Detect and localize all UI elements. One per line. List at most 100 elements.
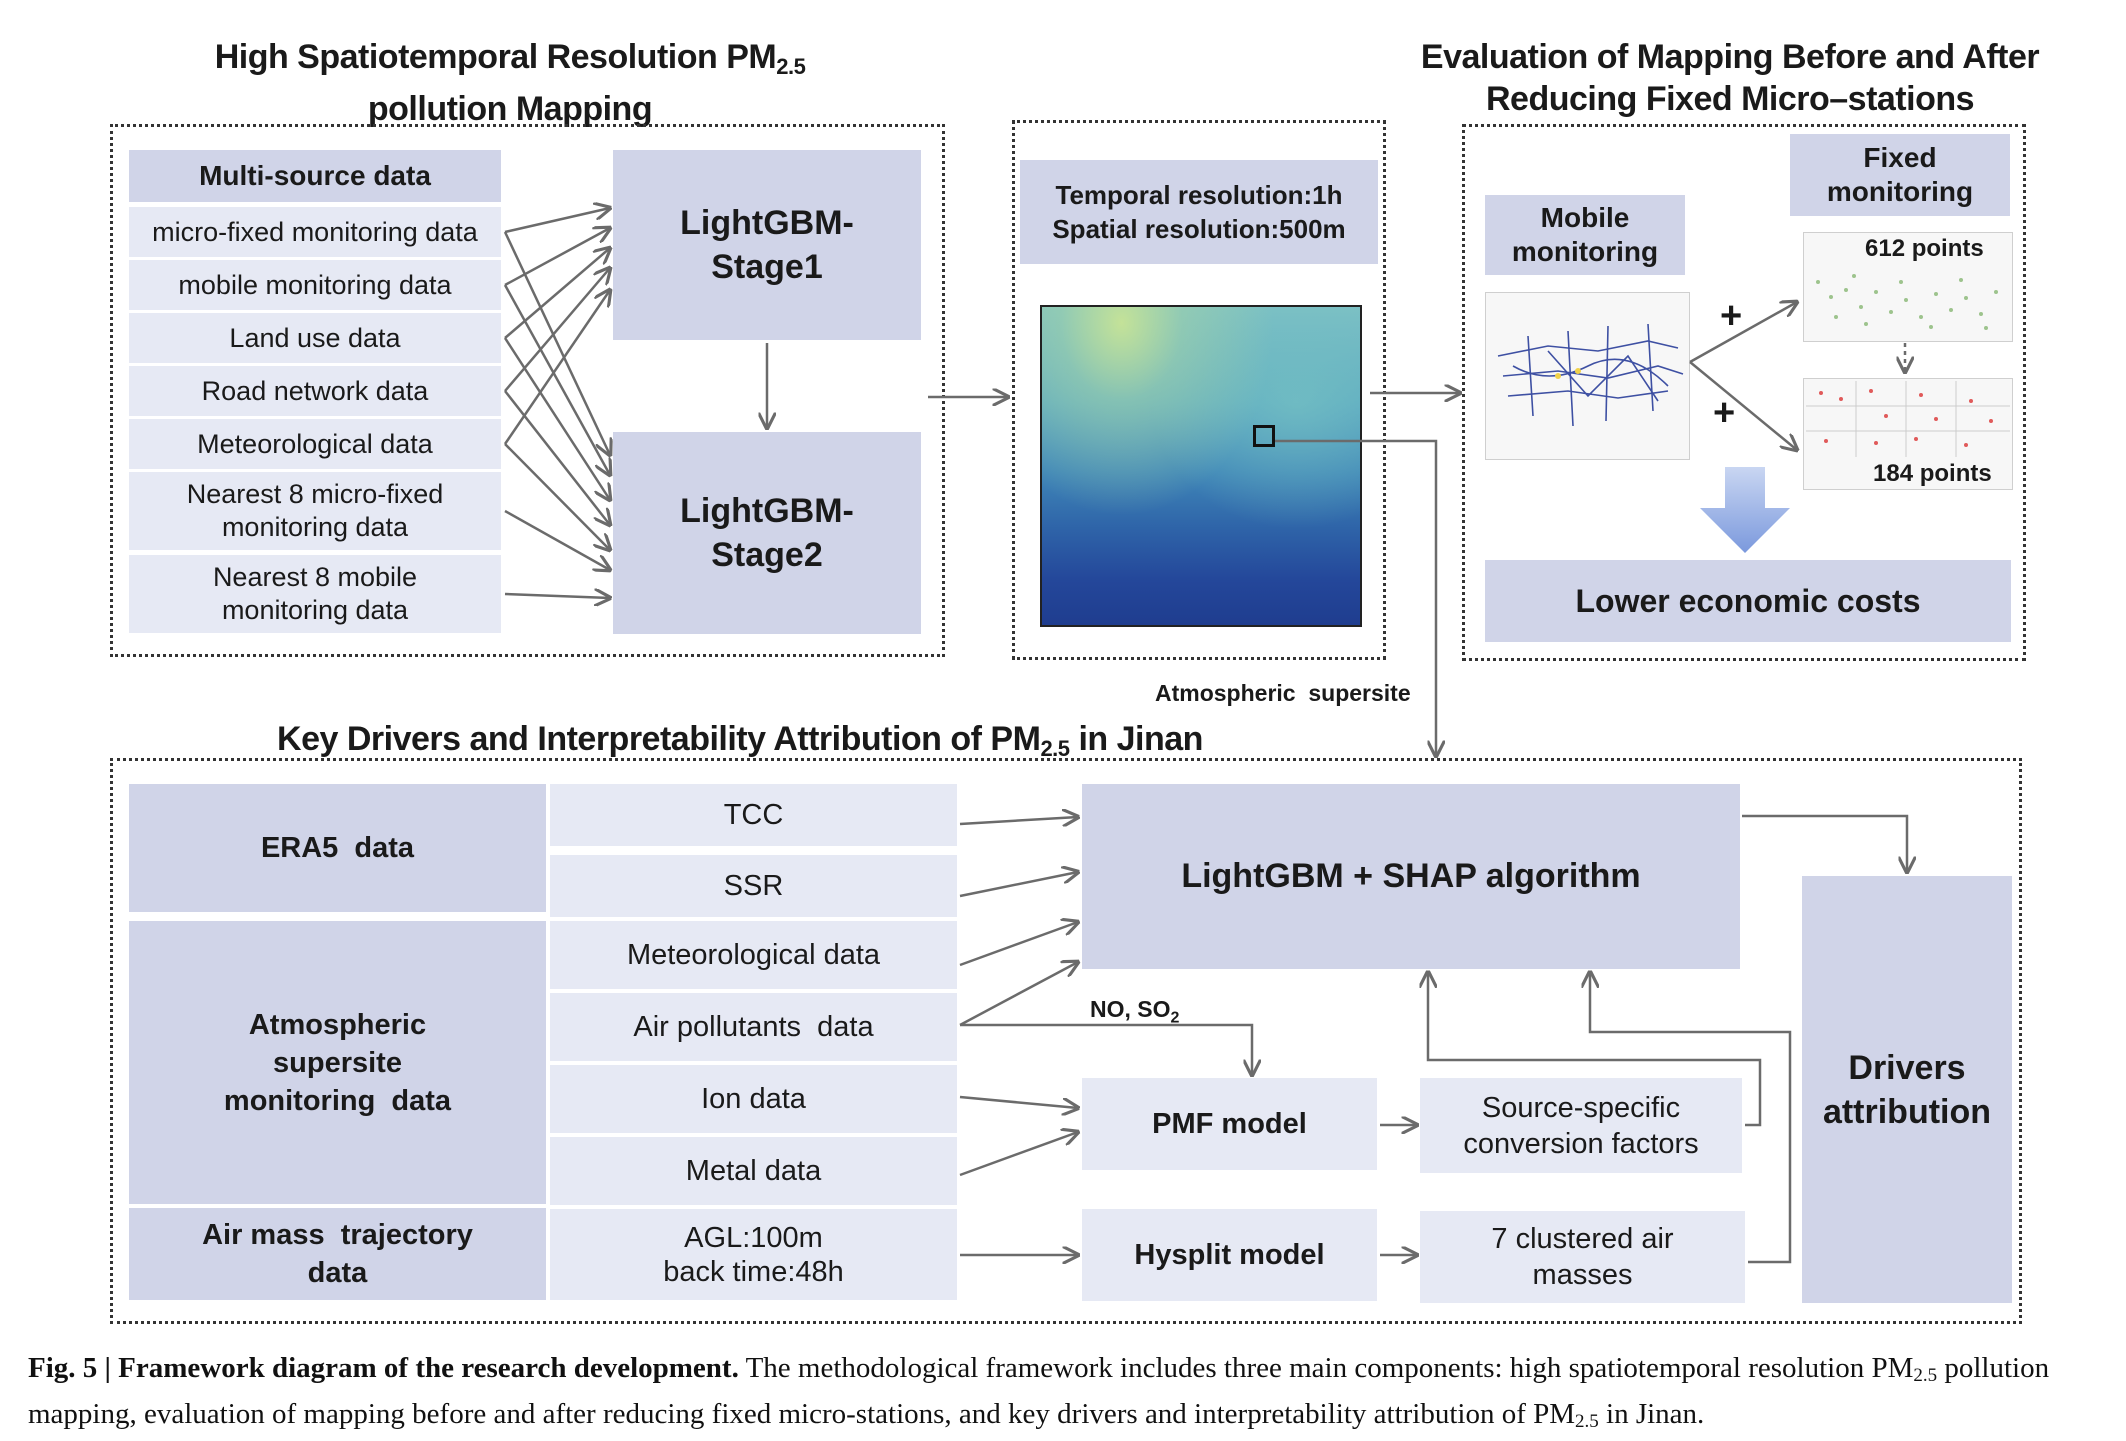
arrow-in-1a (504, 208, 610, 234)
list-item: Road network data (129, 366, 501, 416)
drivers-title-prefix: Key Drivers and Interpretability Attribu… (277, 720, 1041, 758)
list-item: Meteorological data (129, 419, 501, 469)
stage1-label: LightGBM-Stage1 (680, 204, 854, 286)
arrow-to-184 (1689, 361, 1797, 450)
resolution-box: Temporal resolution:1h Spatial resolutio… (1020, 160, 1378, 264)
list-item-label: Nearest 8 mobile monitoring data (212, 562, 418, 625)
arrow-factors-shap (1428, 972, 1762, 1127)
list-item: Land use data (129, 313, 501, 363)
supersite-label: Atmospheric supersite (1155, 680, 1411, 706)
back-time-label: back time:48h (663, 1255, 844, 1288)
no-so2-sub: 2 (1170, 1009, 1180, 1027)
supersite-marker-icon (1253, 425, 1275, 447)
arrow-to-612 (1689, 302, 1797, 364)
air-pollutants-label: Air pollutants data (633, 1011, 874, 1043)
fixed-monitoring-label: Fixed monitoring (1826, 142, 1974, 207)
clustered-box: 7 clustered air masses (1420, 1211, 1745, 1303)
mapping-frame (110, 124, 945, 657)
trajectory-label: Air mass trajectory data (202, 1219, 481, 1289)
era5-label: ERA5 data (260, 831, 415, 864)
arrow-tcc (959, 817, 1078, 824)
era5-box: ERA5 data (129, 784, 546, 912)
plus-sign-top: + (1720, 295, 1743, 337)
attribution-box: Drivers attribution (1802, 876, 2012, 1303)
stage2-label: LightGBM-Stage2 (680, 492, 854, 574)
evaluation-title-line2: Reducing Fixed Micro–stations (1485, 80, 1975, 118)
arrow-in-3b (503, 337, 610, 500)
hysplit-box: Hysplit model (1082, 1209, 1377, 1301)
hysplit-label: Hysplit model (1134, 1238, 1325, 1271)
caption-text-3: in Jinan. (1598, 1398, 1705, 1430)
list-item: Nearest 8 micro-fixed monitoring data (129, 472, 501, 550)
shap-label: LightGBM + SHAP algorithm (1181, 857, 1641, 895)
fixed-612-map (1803, 232, 2013, 342)
reduced-points-drawing (1806, 381, 2010, 457)
pm25-heatmap (1040, 305, 1362, 627)
points-612-label: 612 points (1865, 235, 1984, 262)
list-item: Nearest 8 mobile monitoring data (129, 555, 501, 633)
evaluation-title: Evaluation of Mapping Before and After R… (1380, 36, 2080, 120)
lower-costs-label: Lower economic costs (1575, 582, 1921, 619)
evaluation-title-line1: Evaluation of Mapping Before and After (1420, 38, 2040, 76)
multisource-header: Multi-source data (129, 150, 501, 202)
drivers-title-sub: 2.5 (1040, 736, 1070, 761)
agl-label: AGL:100m (684, 1221, 823, 1254)
arrow-ion (959, 1095, 1078, 1108)
supersite-data-box: Atmospheric supersite monitoring data (129, 921, 546, 1204)
arrow-in-1b (503, 231, 610, 455)
mapping-title: High Spatiotemporal Resolution PM2.5 pol… (150, 36, 870, 130)
arrow-air-pollutants (959, 962, 1078, 1027)
no-so2-text: NO, SO (1090, 996, 1171, 1022)
list-item-label: Nearest 8 micro-fixed monitoring data (186, 479, 444, 542)
lower-costs-box: Lower economic costs (1485, 560, 2011, 642)
evaluation-frame (1462, 124, 2026, 661)
arrow-supersite (1275, 439, 1436, 756)
caption-sub-2: 2.5 (1575, 1411, 1599, 1432)
arrow-in-5b (504, 443, 610, 550)
list-item-label: Road network data (201, 375, 429, 406)
caption-sub-1: 2.5 (1913, 1365, 1938, 1386)
meteo-label: Meteorological data (626, 939, 881, 971)
no-so2-label: NO, SO2 (1090, 996, 1179, 1028)
arrow-metal (959, 1132, 1078, 1177)
pmf-label: PMF model (1152, 1107, 1307, 1140)
air-pollutants-cell: Air pollutants data (550, 993, 957, 1061)
arrow-in-3a (504, 248, 610, 339)
source-factors-label: Source-specific conversion factors (1463, 1091, 1699, 1160)
arrow-meteo (959, 922, 1078, 967)
ssr-label: SSR (723, 870, 784, 902)
list-item-label: Meteorological data (197, 428, 433, 459)
temporal-resolution: Temporal resolution:1h (1055, 180, 1343, 210)
attribution-label: Drivers attribution (1822, 1048, 1992, 1131)
stage1-box: LightGBM-Stage1 (613, 150, 921, 340)
figure-caption: Fig. 5 | Framework diagram of the resear… (28, 1349, 2108, 1441)
arrow-in-6 (504, 509, 610, 570)
mobile-monitoring-label: Mobile monitoring (1511, 202, 1659, 267)
mapping-title-line2: pollution Mapping (367, 90, 653, 128)
arrow-no-so2 (960, 1023, 1252, 1075)
source-factors-box: Source-specific conversion factors (1420, 1078, 1742, 1173)
mapping-title-line1: High Spatiotemporal Resolution PM (214, 38, 777, 76)
arrow-in-4a (504, 268, 610, 392)
cost-down-arrow-icon (1700, 467, 1790, 553)
resolution-frame (1012, 120, 1386, 660)
clustered-label: 7 clustered air masses (1491, 1223, 1674, 1291)
arrow-in-5a (503, 290, 610, 445)
plus-sign-bottom: + (1713, 392, 1736, 434)
drivers-frame (110, 758, 2022, 1324)
drivers-title-suffix: in Jinan (1069, 720, 1203, 758)
list-item: mobile monitoring data (129, 260, 501, 310)
caption-label: Fig. 5 | Framework diagram of the resear… (28, 1352, 739, 1384)
arrow-shap-attribution (1742, 814, 1907, 872)
pmf-box: PMF model (1082, 1078, 1377, 1170)
list-item-label: mobile monitoring data (178, 269, 452, 300)
trajectory-box: Air mass trajectory data (129, 1208, 546, 1300)
mapping-title-sub: 2.5 (776, 54, 806, 79)
mobile-monitoring-box: Mobile monitoring (1485, 195, 1685, 275)
ssr-cell: SSR (550, 855, 957, 917)
list-item-label: Land use data (229, 322, 401, 353)
arrow-ssr (959, 872, 1078, 898)
fixed-points-drawing (1816, 274, 1998, 330)
caption-text-1: The methodological framework includes th… (738, 1352, 1914, 1384)
